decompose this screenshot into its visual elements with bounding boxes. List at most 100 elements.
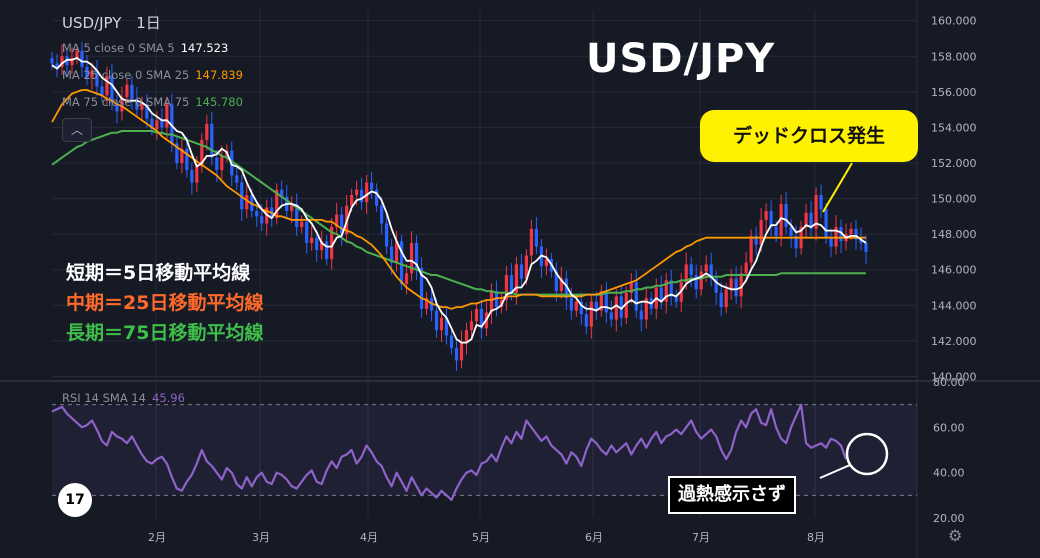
- ma25-legend[interactable]: MA 25 close 0 SMA 25 147.839: [62, 68, 243, 82]
- candle: [784, 203, 788, 228]
- interval-label: 1日: [136, 14, 161, 32]
- dead-cross-callout: デッドクロス発生: [700, 110, 918, 162]
- candle: [145, 104, 149, 119]
- candle: [814, 195, 818, 229]
- candle: [854, 228, 858, 240]
- rsi-value: 45.96: [152, 391, 185, 405]
- candle: [120, 97, 124, 112]
- candle: [389, 246, 394, 263]
- rsi-tick-label: 20.00: [933, 512, 965, 525]
- candle: [594, 301, 598, 311]
- rsi-tick-label: 40.00: [933, 467, 965, 480]
- candle: [589, 301, 593, 327]
- candle: [90, 70, 94, 78]
- candle: [255, 211, 259, 217]
- candle: [704, 264, 708, 272]
- candle: [399, 241, 404, 284]
- gear-icon[interactable]: ⚙: [948, 526, 963, 545]
- candle: [300, 221, 304, 228]
- rsi-highlight-circle: [845, 432, 889, 476]
- y-tick-label: 146.000: [931, 264, 977, 277]
- candle: [95, 70, 99, 87]
- candle: [360, 189, 364, 203]
- candle: [409, 243, 414, 274]
- candle: [659, 287, 663, 302]
- candle: [804, 212, 808, 228]
- rsi-legend[interactable]: RSI 14 SMA 14 45.96: [62, 391, 185, 405]
- ma5-legend[interactable]: MA 5 close 0 SMA 5 147.523: [62, 41, 228, 55]
- rsi-tick-label: 80.00: [933, 376, 965, 389]
- candle: [100, 86, 104, 96]
- candle: [160, 120, 164, 128]
- candle: [280, 189, 284, 197]
- candle: [489, 291, 494, 313]
- candle: [809, 212, 813, 229]
- candle: [464, 330, 469, 343]
- candle: [60, 56, 64, 67]
- candle: [619, 296, 623, 318]
- candle: [634, 282, 638, 311]
- candle: [774, 227, 778, 236]
- candle: [864, 243, 868, 252]
- candle: [664, 280, 668, 302]
- candle: [824, 209, 828, 238]
- candle: [719, 292, 723, 308]
- mid-term-label: 中期＝25日移動平均線: [66, 292, 264, 314]
- ma75-label: MA 75 close 0 SMA 75: [62, 95, 190, 109]
- candle: [434, 310, 439, 331]
- candle: [180, 148, 184, 163]
- candle: [639, 310, 643, 320]
- candle: [375, 189, 379, 206]
- candle: [55, 63, 59, 67]
- y-tick-label: 156.000: [931, 86, 977, 99]
- y-tick-label: 158.000: [931, 50, 977, 63]
- candle: [764, 211, 768, 220]
- candle: [644, 298, 648, 320]
- candle: [444, 317, 449, 336]
- candle: [759, 219, 763, 245]
- candle: [320, 241, 324, 251]
- rsi-tick-label: 60.00: [933, 421, 965, 434]
- candle: [290, 203, 294, 212]
- candle: [350, 195, 354, 206]
- ma5-value: 147.523: [180, 41, 229, 55]
- candle: [599, 291, 603, 311]
- symbol-header[interactable]: USD/JPY 1日: [62, 12, 161, 33]
- candle: [614, 296, 618, 320]
- candle: [50, 58, 54, 64]
- candle: [724, 289, 728, 308]
- rsi-label: RSI 14 SMA 14: [62, 391, 147, 405]
- candle: [754, 235, 758, 245]
- candle: [584, 314, 588, 327]
- candle: [669, 280, 673, 297]
- rsi-line: [51, 403, 848, 501]
- candle: [569, 298, 573, 311]
- candle: [404, 273, 409, 284]
- x-tick-label: 6月: [585, 531, 603, 544]
- rsi-note-pointer: [819, 464, 851, 479]
- candle: [629, 282, 633, 293]
- candle: [155, 120, 159, 130]
- candle: [544, 259, 548, 267]
- candle: [130, 84, 134, 99]
- candle: [75, 50, 79, 59]
- x-tick-label: 7月: [692, 531, 710, 544]
- y-tick-label: 144.000: [931, 299, 977, 312]
- candle: [709, 264, 713, 279]
- candle: [170, 104, 174, 144]
- candle: [105, 75, 109, 96]
- candle: [714, 278, 718, 293]
- ma5-label: MA 5 close 0 SMA 5: [62, 41, 175, 55]
- ma75-legend[interactable]: MA 75 close 0 SMA 75 145.780: [62, 95, 243, 109]
- y-tick-label: 142.000: [931, 335, 977, 348]
- x-tick-label: 4月: [360, 531, 378, 544]
- tradingview-logo[interactable]: 17: [58, 483, 92, 517]
- y-tick-label: 152.000: [931, 157, 977, 170]
- candle: [210, 123, 214, 158]
- candle: [384, 223, 389, 247]
- collapse-legend-button[interactable]: ︿: [62, 118, 92, 142]
- chart-overlay-title: USD/JPY: [586, 36, 776, 82]
- candle: [729, 278, 733, 290]
- candle: [295, 203, 299, 228]
- candle: [365, 182, 369, 203]
